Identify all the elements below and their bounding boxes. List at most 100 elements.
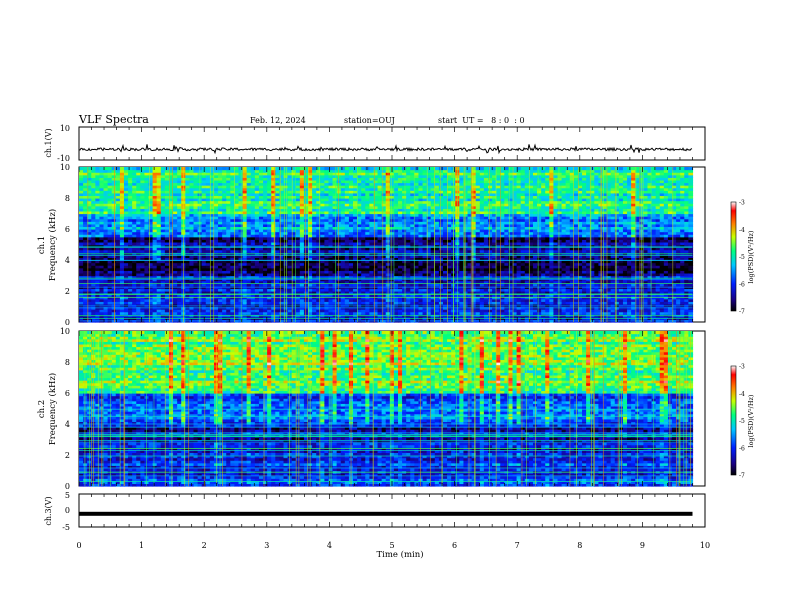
spectrogram-cell	[111, 203, 117, 207]
spectrogram-cell	[119, 262, 125, 266]
spectrogram-cell	[168, 265, 174, 269]
spectrogram-cell	[164, 208, 170, 212]
spectrogram-cell	[312, 185, 317, 189]
spectrogram-cell	[226, 174, 231, 178]
spectrogram-cell	[250, 169, 256, 173]
spectrogram-cell	[328, 205, 334, 209]
spectrogram-cell	[406, 283, 411, 287]
spectrogram-cell	[213, 270, 219, 274]
spectrogram-cell	[209, 195, 215, 199]
spectrogram-cell	[230, 208, 236, 212]
spectrogram-cell	[389, 309, 395, 313]
spectrogram-cell	[357, 247, 362, 251]
spectrogram-cell	[189, 231, 195, 235]
spectrogram-cell	[250, 262, 256, 266]
spectrogram-cell	[361, 288, 366, 292]
spectrogram-cell	[152, 187, 158, 191]
spectrogram-cell	[320, 210, 325, 215]
spectrogram-cell	[242, 267, 248, 271]
spectrogram-cell	[361, 198, 366, 202]
spectrogram-cell	[173, 226, 178, 230]
spectrogram-cell	[250, 190, 256, 194]
spectrogram-cell	[87, 172, 92, 176]
spectrogram-cell	[377, 218, 383, 222]
spectrogram-cell	[115, 182, 121, 186]
spectrogram-cell	[250, 270, 256, 274]
spectrogram-cell	[87, 270, 92, 274]
spectrogram-cell	[344, 301, 350, 305]
spectrogram-cell	[111, 283, 117, 287]
spectrogram-cell	[258, 213, 264, 217]
spectrogram-cell	[246, 198, 252, 202]
spectrogram-cell	[308, 167, 313, 171]
spectrogram-cell	[230, 260, 236, 264]
spectrogram-cell	[324, 265, 330, 269]
spectrogram-cell	[95, 239, 101, 243]
spectrogram-cell	[279, 200, 285, 204]
spectrogram-cell	[328, 231, 334, 235]
spectrogram-cell	[173, 265, 178, 269]
spectrogram-cell	[283, 301, 289, 305]
spectrogram-cell	[373, 288, 379, 292]
spectrogram-cell	[328, 177, 334, 181]
spectrogram-cell	[402, 265, 407, 269]
spectrogram-cell	[242, 172, 248, 176]
spectrogram-cell	[213, 262, 219, 266]
spectrogram-cell	[328, 198, 334, 202]
spectrogram-cell	[332, 182, 338, 186]
spectrogram-cell	[91, 249, 96, 253]
spectrogram-cell	[213, 221, 219, 225]
spectrogram-cell	[123, 205, 129, 209]
spectrogram-cell	[222, 288, 227, 292]
spectrogram-cell	[348, 203, 354, 207]
spectrogram-cell	[234, 205, 240, 209]
spectrogram-cell	[87, 231, 92, 235]
spectrogram-cell	[148, 213, 154, 217]
spectrogram-cell	[263, 280, 268, 284]
spectrogram-cell	[168, 213, 174, 217]
spectrogram-cell	[291, 239, 297, 243]
spectrogram-cell	[316, 239, 321, 243]
spectrogram-cell	[156, 249, 162, 253]
spectrogram-cell	[287, 218, 293, 222]
spectrogram-cell	[156, 241, 162, 246]
spectrogram-cell	[254, 249, 260, 253]
spectrogram-cell	[316, 169, 321, 173]
spectrogram-cell	[336, 229, 342, 233]
spectrogram-cell	[291, 280, 297, 284]
spectrogram-cell	[353, 174, 358, 178]
spectrogram-cell	[136, 265, 141, 269]
spectrogram-cell	[303, 205, 309, 209]
spectrogram-cell	[115, 179, 121, 184]
spectrogram-cell	[168, 200, 174, 204]
spectrogram-cell	[222, 231, 227, 235]
spectrogram-cell	[128, 298, 133, 302]
spectrogram-cell	[79, 301, 84, 305]
spectrogram-cell	[299, 167, 305, 171]
spectrogram-cell	[83, 239, 88, 243]
spectrogram-cell	[324, 174, 330, 178]
spectrogram-cell	[263, 218, 268, 222]
spectrogram-cell	[177, 280, 182, 284]
spectrogram-cell	[201, 239, 207, 243]
spectrogram-cell	[328, 265, 334, 269]
spectrogram-cell	[308, 254, 313, 259]
spectrogram-cell	[242, 205, 248, 209]
spectrogram-cell	[348, 210, 354, 215]
spectrogram-cell	[283, 216, 289, 220]
spectrogram-cell	[303, 239, 309, 243]
spectrogram-cell	[357, 270, 362, 274]
spectrogram-cell	[328, 247, 334, 251]
spectrogram-cell	[365, 185, 370, 189]
spectrogram-cell	[185, 221, 191, 225]
spectrogram-cell	[238, 293, 244, 297]
spectrogram-cell	[377, 249, 383, 253]
spectrogram-cell	[107, 216, 113, 220]
spectrogram-cell	[152, 257, 158, 261]
spectrogram-cell	[128, 283, 133, 287]
spectrogram-cell	[295, 203, 301, 207]
spectrogram-cell	[160, 275, 166, 279]
spectrogram-cell	[283, 288, 289, 292]
spectrogram-cell	[136, 270, 141, 274]
spectrogram-cell	[205, 311, 211, 315]
